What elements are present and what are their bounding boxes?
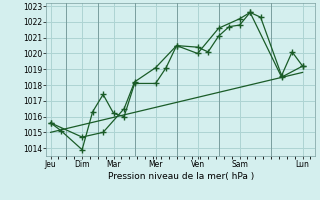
X-axis label: Pression niveau de la mer( hPa ): Pression niveau de la mer( hPa )	[108, 172, 254, 181]
